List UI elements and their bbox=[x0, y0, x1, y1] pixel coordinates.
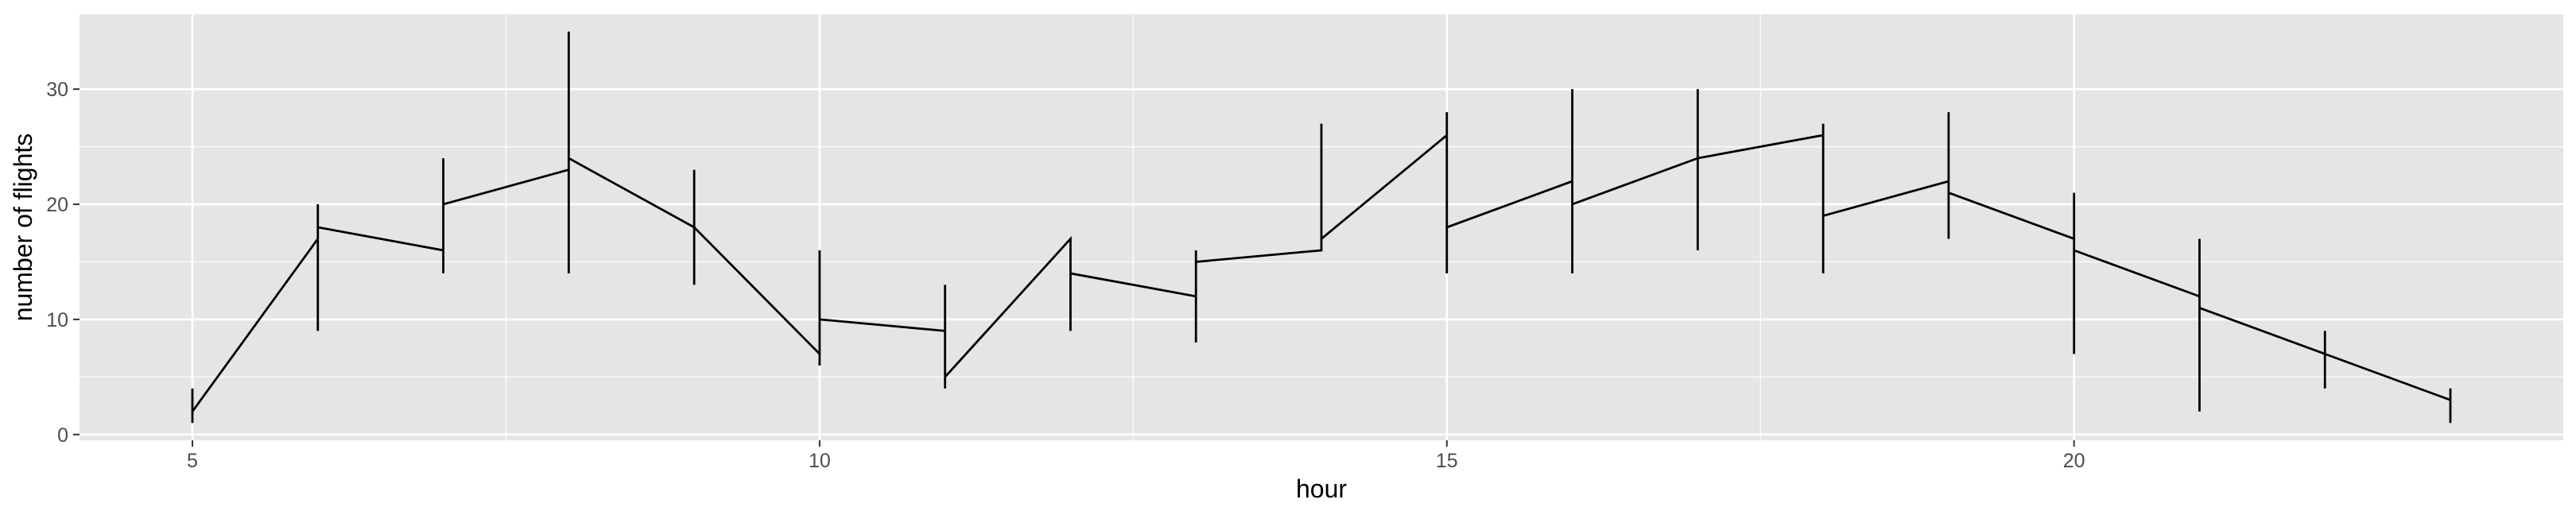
series-line bbox=[191, 31, 2452, 424]
x-tick-label: 5 bbox=[187, 450, 198, 472]
series-layer bbox=[191, 31, 2452, 424]
y-axis-title: number of flights bbox=[9, 134, 37, 322]
x-axis-title: hour bbox=[1296, 474, 1347, 503]
y-tick-label: 20 bbox=[46, 194, 68, 216]
y-tick-label: 30 bbox=[46, 79, 68, 101]
x-tick-label: 10 bbox=[809, 450, 831, 472]
y-tick-label: 0 bbox=[57, 424, 68, 447]
x-tick-label: 15 bbox=[1436, 450, 1458, 472]
x-axis-ticks: 5 10 15 20 bbox=[187, 440, 2085, 472]
y-tick-label: 10 bbox=[46, 309, 68, 331]
x-tick-label: 20 bbox=[2063, 450, 2085, 472]
y-axis-ticks: 0 10 20 30 bbox=[46, 79, 80, 447]
